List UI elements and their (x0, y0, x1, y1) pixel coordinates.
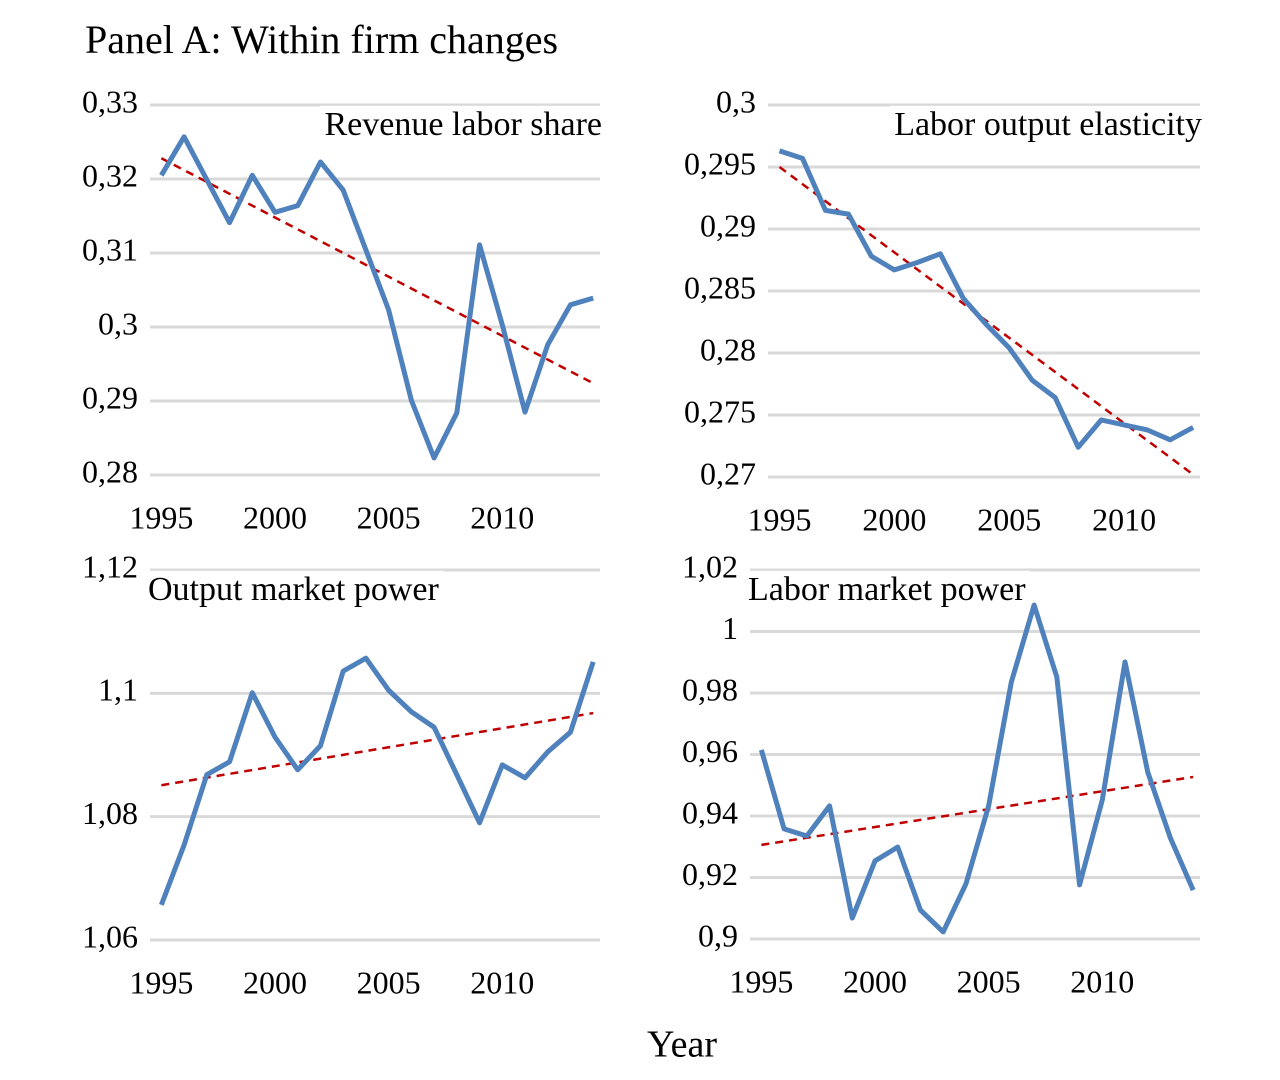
x-tick-label: 2010 (470, 499, 534, 535)
series-line (778, 148, 1195, 450)
x-tick-label: 1995 (747, 501, 811, 537)
panel-title-background (890, 105, 1206, 143)
x-tick-label: 2010 (470, 964, 534, 1000)
y-tick-label: 0,92 (682, 856, 738, 892)
y-tick-label: 0,275 (684, 393, 756, 429)
x-tick-label: 2010 (1070, 963, 1134, 999)
y-tick-label: 0,29 (82, 379, 138, 415)
panel-title-background (320, 105, 606, 143)
y-tick-label: 1,08 (82, 795, 138, 831)
y-tick-label: 1,12 (82, 548, 138, 584)
x-tick-label: 2005 (957, 963, 1021, 999)
y-tick-label: 0,28 (700, 331, 756, 367)
series-line (758, 602, 1196, 935)
y-tick-label: 1,02 (682, 548, 738, 584)
y-tick-label: 0,28 (82, 453, 138, 489)
panel: 0,28 0,29 0,3 0,31 0,32 0,33 1995 2000 2005 2010 R… (82, 83, 606, 535)
panel: 0,9 0,92 0,94 0,96 0,98 1 1,02 1995 2000 2005 2010… (682, 548, 1200, 999)
y-tick-label: 0,98 (682, 671, 738, 707)
trend-line (160, 157, 594, 385)
y-tick-label: 0,27 (700, 455, 756, 491)
series-line (159, 655, 596, 906)
y-tick-label: 0,94 (682, 794, 738, 830)
panel-title: Labor market power (748, 571, 1026, 608)
x-tick-label: 2005 (357, 964, 421, 1000)
y-tick-label: 0,3 (98, 305, 138, 341)
y-tick-label: 0,96 (682, 733, 738, 769)
x-tick-label: 1995 (129, 499, 193, 535)
x-tick-label: 2000 (243, 499, 307, 535)
y-tick-label: 0,33 (82, 83, 138, 119)
y-tick-label: 0,32 (82, 157, 138, 193)
panel-title-background (744, 570, 1031, 608)
panel-title: Output market power (148, 571, 439, 608)
panel-title-background (144, 570, 444, 608)
panel: 1,06 1,08 1,1 1,12 1995 2000 2005 2010 Output ma… (82, 548, 600, 1000)
x-tick-label: 2000 (843, 963, 907, 999)
y-tick-label: 0,31 (82, 231, 138, 267)
panel-title: Revenue labor share (324, 106, 602, 143)
x-tick-label: 2005 (357, 499, 421, 535)
y-tick-label: 1,06 (82, 918, 138, 954)
x-tick-label: 2010 (1092, 501, 1156, 537)
y-tick-label: 0,29 (700, 207, 756, 243)
y-tick-label: 0,285 (684, 269, 756, 305)
y-tick-label: 0,3 (716, 83, 756, 119)
figure-title: Panel A: Within firm changes (85, 17, 558, 62)
y-tick-label: 1 (722, 610, 738, 646)
x-tick-label: 2000 (243, 964, 307, 1000)
y-tick-label: 1,1 (98, 672, 138, 708)
panel-title: Labor output elasticity (894, 106, 1202, 143)
series-line (159, 134, 594, 461)
x-axis-label: Year (647, 1024, 717, 1066)
x-tick-label: 1995 (729, 963, 793, 999)
x-tick-label: 2005 (977, 501, 1041, 537)
y-tick-label: 0,9 (698, 917, 738, 953)
trend-line (161, 711, 594, 787)
y-tick-label: 0,295 (684, 145, 756, 181)
x-tick-label: 2000 (862, 501, 926, 537)
x-tick-label: 1995 (129, 964, 193, 1000)
panel: 0,27 0,275 0,28 0,285 0,29 0,295 0,3 1995 2000 20… (684, 83, 1206, 537)
